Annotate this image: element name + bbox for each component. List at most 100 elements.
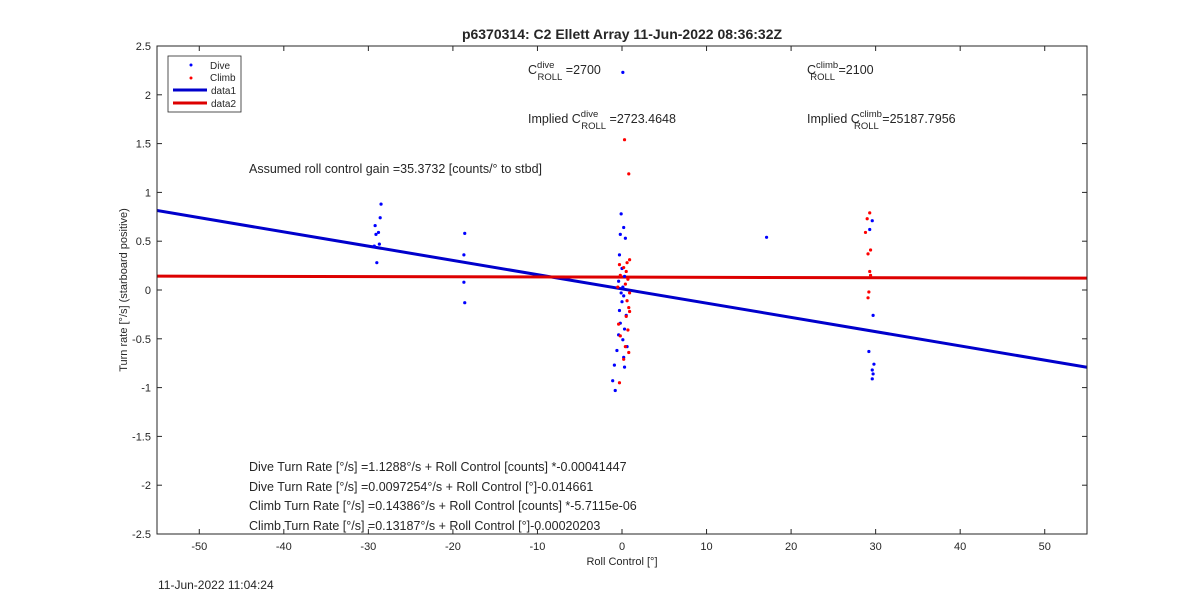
dive-point [462,253,466,257]
dive-point [379,202,383,206]
dive-point [617,308,622,313]
axis-ticks [157,45,1087,535]
x-tick-label: -10 [530,541,546,553]
implied-dive-prefix: Implied C [528,112,581,126]
dive-point [462,280,466,284]
x-tick-labels: -50 -40 -30 -20 -10 0 10 20 30 40 50 [191,541,1051,553]
implied-dive-value: =2723.4648 [606,112,676,126]
dive-point [867,349,871,354]
climb-point [616,285,620,289]
dive-point [622,327,627,331]
print-timestamp: 11-Jun-2022 11:04:24 [158,578,274,592]
equation-climb-degrees: Climb Turn Rate [°/s] =0.13187°/s + Roll… [249,519,600,533]
data-points [372,70,876,393]
dive-point [373,223,377,228]
climb-point [866,252,870,256]
legend-data1-label: data1 [211,86,236,97]
climb-point [628,258,632,262]
x-tick-label: -20 [445,541,461,553]
chart-title: p6370314: C2 Ellett Array 11-Jun-2022 08… [462,26,783,42]
legend-dive-marker [189,63,193,67]
climb-point [627,350,631,355]
legend-climb-label: Climb [210,73,236,84]
climb-point [868,269,872,274]
climb-point [868,273,873,277]
x-tick-label: -50 [191,541,207,553]
fit-line-data2 [157,274,1087,280]
dive-point [621,338,625,342]
climb-point [867,290,871,294]
fit-line-data1 [157,209,1087,369]
y-tick-label: -0.5 [132,334,151,346]
dive-point [378,216,382,220]
x-tick-label: 20 [785,541,797,553]
implied-dive-sub: ROLL [581,121,606,132]
equation-dive-counts: Dive Turn Rate [°/s] =1.1288°/s + Roll C… [249,460,627,474]
dive-point [617,279,621,283]
climb-point [863,230,868,235]
dive-point [622,294,626,298]
implied-climb-prefix: Implied C [807,112,860,126]
y-tick-label: 2 [145,90,151,102]
dive-point [619,291,623,295]
c-dive-sub: ROLL [537,72,562,83]
dive-point [611,379,615,383]
dive-point [620,300,624,304]
fit-lines [157,209,1087,369]
legend-dive-label: Dive [210,61,230,72]
dive-point [374,232,378,236]
y-tick-label: -1 [141,383,151,395]
implied-climb-annotation: Implied Cclimb ROLL =25187.7956 [807,109,956,132]
x-tick-label: -30 [360,541,376,553]
y-tick-label: 1 [145,187,151,199]
climb-point [627,305,631,310]
c-climb-annotation: Cclimb ROLL =2100 [807,60,874,83]
x-tick-label: 30 [870,541,882,553]
climb-point [868,211,872,215]
climb-point [617,263,622,267]
c-climb-value: =2100 [835,63,874,77]
climb-point [623,345,627,349]
dive-point [622,274,627,278]
c-climb-prefix: C [807,63,816,77]
climb-point [866,296,870,300]
dive-point [872,362,876,366]
x-axis-label: Roll Control [°] [586,556,657,568]
dive-point [615,348,619,353]
c-dive-prefix: C [528,63,537,77]
y-tick-labels: 2.5 2 1.5 1 0.5 0 -0.5 -1 -1.5 -2 -2.5 [132,41,151,541]
dive-point [870,368,874,372]
y-tick-label: 2.5 [136,41,151,53]
dive-point [619,212,623,216]
climb-point [865,217,869,221]
climb-point [618,273,622,277]
climb-point [622,357,626,361]
climb-point [627,172,631,176]
dive-point [870,377,874,381]
x-tick-label: 0 [619,541,625,553]
c-dive-sup: dive [537,60,554,71]
x-tick-label: 40 [954,541,966,553]
climb-point [626,328,630,332]
y-tick-label: -2.5 [132,529,151,541]
dive-point [377,242,381,246]
implied-climb-sup: climb [860,109,882,120]
dive-point [463,231,467,235]
x-tick-label: -40 [276,541,292,553]
y-tick-label: 1.5 [136,139,151,151]
climb-point [624,269,628,274]
dive-point [376,230,381,235]
climb-point [868,248,873,252]
climb-point [623,282,627,286]
y-tick-label: -1.5 [132,431,151,443]
c-climb-sup: climb [816,60,838,71]
climb-point [624,314,628,318]
legend-climb-marker [189,76,193,80]
dive-point [621,70,625,74]
implied-dive-annotation: Implied Cdive ROLL =2723.4648 [528,109,676,132]
dive-point [617,253,622,257]
c-dive-value: =2700 [562,63,601,77]
dive-point [764,235,769,239]
dive-point [868,227,872,232]
climb-point [628,309,632,314]
